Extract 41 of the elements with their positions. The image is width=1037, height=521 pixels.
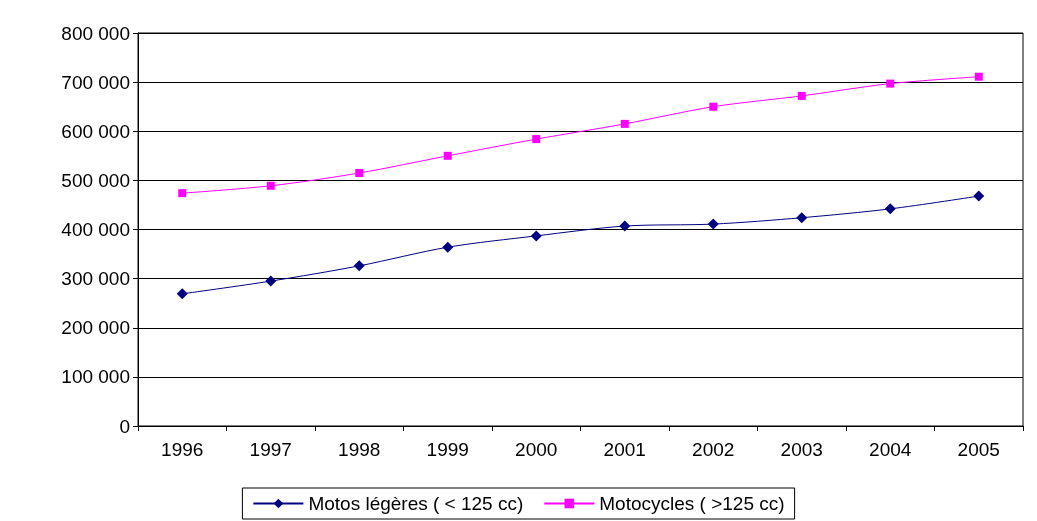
point: [443, 151, 452, 160]
y-tick-label: 300 000: [61, 268, 130, 290]
point: [707, 218, 719, 230]
point: [266, 181, 275, 190]
x-tick-label: 1998: [338, 439, 381, 460]
point: [619, 220, 631, 232]
point: [796, 212, 808, 224]
point: [530, 230, 542, 242]
x-tick-label: 1999: [426, 439, 469, 460]
x-tick-label: 2005: [957, 439, 1000, 460]
point: [973, 190, 985, 202]
x-tick-label: 2004: [869, 439, 912, 460]
point: [532, 135, 541, 144]
point: [178, 189, 187, 198]
point: [797, 91, 806, 100]
legend-label: Motos légères ( < 125 cc): [308, 493, 524, 514]
point: [265, 275, 277, 287]
y-tick-label: 500 000: [61, 169, 130, 191]
y-tick-label: 400 000: [61, 219, 130, 240]
y-tick-label: 600 000: [61, 120, 130, 142]
x-tick-label: 1997: [249, 439, 292, 460]
x-tick-label: 2001: [603, 439, 646, 460]
x-tick-label: 2000: [515, 439, 558, 460]
y-tick-label: 700 000: [61, 71, 130, 93]
y-tick-label: 100 000: [61, 366, 130, 388]
point: [353, 260, 365, 272]
point: [884, 203, 896, 215]
y-tick-label: 800 000: [61, 22, 130, 44]
x-tick-label: 2002: [692, 439, 735, 460]
point: [886, 79, 895, 88]
point: [355, 169, 364, 178]
x-tick-label: 1996: [161, 439, 204, 460]
point: [442, 241, 454, 253]
y-tick-label: 0: [119, 415, 130, 437]
y-tick-label: 200 000: [61, 317, 130, 339]
x-tick-label: 2003: [780, 439, 823, 460]
legend-label: Motocycles ( >125 cc): [599, 493, 785, 514]
point: [709, 102, 718, 111]
point: [974, 72, 983, 81]
point: [620, 119, 629, 128]
point: [176, 288, 188, 300]
